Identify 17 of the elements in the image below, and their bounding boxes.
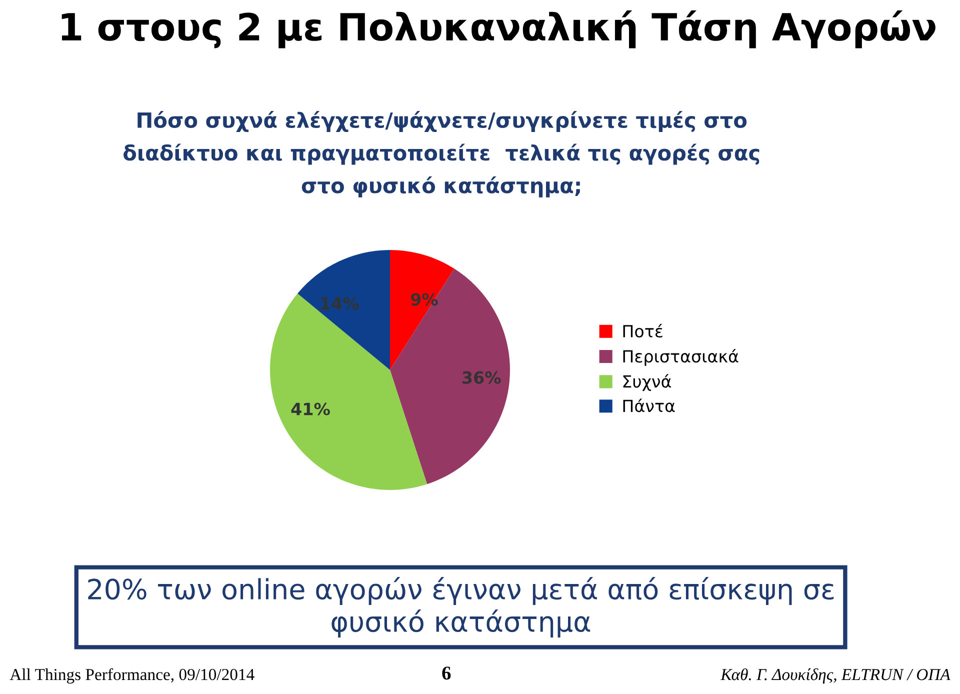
legend-label: Περιστασιακά [623,349,738,366]
text: 20% των online αγορών έγιναν μετά από επίσκεψη σε φυσικό κατάστημα [88,577,834,638]
data-label: 14% [321,297,359,310]
legend-label: Συχνά [623,374,671,391]
data-label: 41% [291,402,330,416]
text: Καθ. Γ. Δουκίδης, ELTRUN / ΟΠΑ [720,668,950,684]
legend-label: Ποτέ [623,324,662,338]
chart-subtitle: Πόσο συχνά ελέγχετε/ψάχνετε/συγκρίνετε τιμές στο διαδίκτυο και πραγματοποιείτε τελικά τις αγορές σας στο φυσικό κατάστημα; [124,111,760,198]
legend-label: Πάντα [623,398,675,412]
text: All Things Performance, 09/10/2014 [10,668,254,684]
text: 6 [442,666,451,680]
data-label: 9% [410,293,438,306]
pie-slice [390,268,510,484]
data-label: 36% [462,371,501,384]
pie-slice [390,250,454,370]
pie-slice [298,250,390,370]
chart-title: 1 στους 2 με Πολυκαναλική Τάση Αγορών [62,10,936,48]
